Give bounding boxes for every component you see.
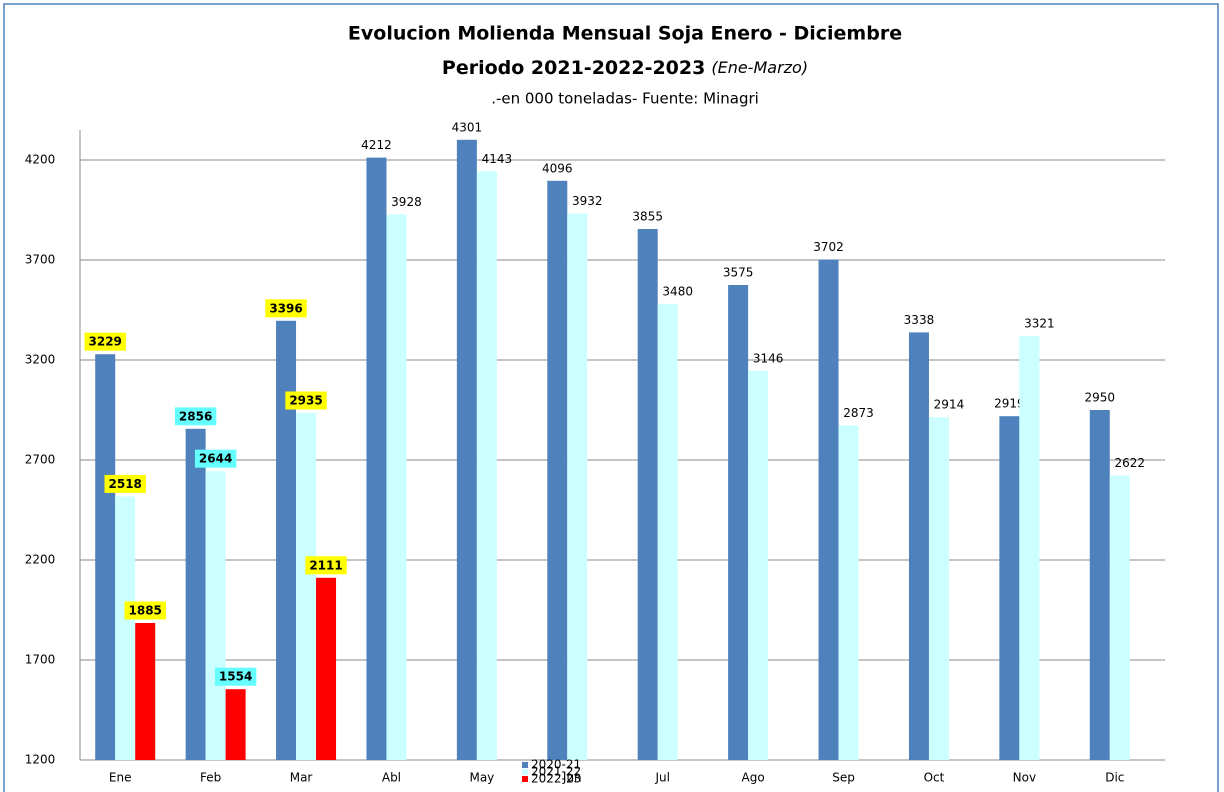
data-label: 2873 [843,406,874,420]
legend-swatch [522,769,528,775]
data-label: 3702 [813,240,844,254]
legend-label: 2020-21 [531,758,581,772]
y-tick-label: 4200 [25,153,56,167]
x-tick-label: Nov [1013,771,1036,785]
bar [657,304,678,760]
label-highlight [124,601,166,620]
bar [135,623,156,760]
x-tick-label: Sep [832,771,855,785]
bar [476,171,497,760]
data-label: 3338 [904,313,935,327]
chart-title: Evolucion Molienda Mensual Soja Enero - … [348,23,902,45]
data-label: 4301 [452,120,483,134]
bar [1109,475,1130,760]
bar [1019,335,1040,760]
y-tick-label: 2700 [25,453,56,467]
bar [838,425,859,760]
bar [95,354,116,760]
y-tick-label: 3200 [25,353,56,367]
bar [366,157,387,761]
data-label: 1885 [129,604,162,618]
data-label: 2622 [1115,456,1146,470]
label-highlight [104,474,146,493]
bar [1089,410,1110,760]
x-tick-label: May [469,771,494,785]
label-highlight [265,299,307,318]
bar [205,471,226,760]
data-label: 3575 [723,266,754,280]
data-label: 3229 [89,335,122,349]
data-label: 4212 [361,138,392,152]
bar [115,496,136,760]
bar [276,320,297,760]
bar [386,214,407,760]
bar [225,689,246,760]
x-tick-label: Mar [290,771,313,785]
data-label: 2935 [289,394,322,408]
bar [456,139,477,761]
bar [999,416,1020,760]
bar [818,259,839,760]
data-label: 2950 [1085,391,1116,405]
data-label: 4096 [542,161,573,175]
x-tick-label: Jul [654,771,669,785]
bar [567,213,588,761]
label-highlight [305,556,347,575]
data-label: 1554 [219,670,252,684]
y-tick-label: 2200 [25,553,56,567]
y-tick-label: 1700 [25,653,56,667]
legend-label: 2021-22 [531,765,581,779]
bar [637,229,658,760]
data-label: 2518 [109,477,142,491]
x-tick-label: Ene [109,771,132,785]
x-tick-label: Oct [924,771,945,785]
x-tick-label: Ago [742,771,765,785]
y-tick-label: 1200 [25,753,56,767]
data-label: 2644 [199,452,232,466]
data-label: 2111 [309,558,342,572]
legend-label: 2022-23 [531,772,581,786]
bar [908,332,929,760]
data-label: 3928 [391,195,422,209]
x-tick-label: Abl [382,771,401,785]
bar [185,428,206,760]
data-label: 3480 [662,285,693,299]
data-label: 3932 [572,194,603,208]
bar [728,285,749,760]
label-highlight [214,667,257,686]
label-highlight [84,332,126,351]
x-tick-label: Jun [562,771,582,785]
legend-swatch [522,776,528,782]
label-highlight [174,407,217,426]
bar [928,417,949,760]
data-label: 3396 [269,301,302,315]
bar [748,370,769,760]
chart-caption: .-en 000 toneladas- Fuente: Minagri [491,90,759,108]
x-tick-label: Dic [1105,771,1124,785]
data-label: 3855 [632,210,663,224]
data-label: 2914 [934,398,965,412]
bar [547,180,568,761]
data-label: 3146 [753,351,784,365]
label-highlight [194,449,237,468]
bar [316,577,337,760]
legend-swatch [522,762,528,768]
y-tick-label: 3700 [25,253,56,267]
subtitle-note: (Ene-Marzo) [711,58,808,77]
chart-subtitle: Periodo 2021-2022-2023 (Ene-Marzo) [442,57,808,79]
chart-border [3,3,1219,792]
subtitle: Periodo 2021-2022-2023 [442,57,705,79]
data-label: 2919 [994,397,1025,411]
data-label: 3321 [1024,316,1055,330]
label-highlight [285,391,327,410]
x-tick-label: Feb [200,771,221,785]
data-label: 4143 [482,152,513,166]
data-label: 2856 [179,409,212,423]
bar [296,413,317,760]
